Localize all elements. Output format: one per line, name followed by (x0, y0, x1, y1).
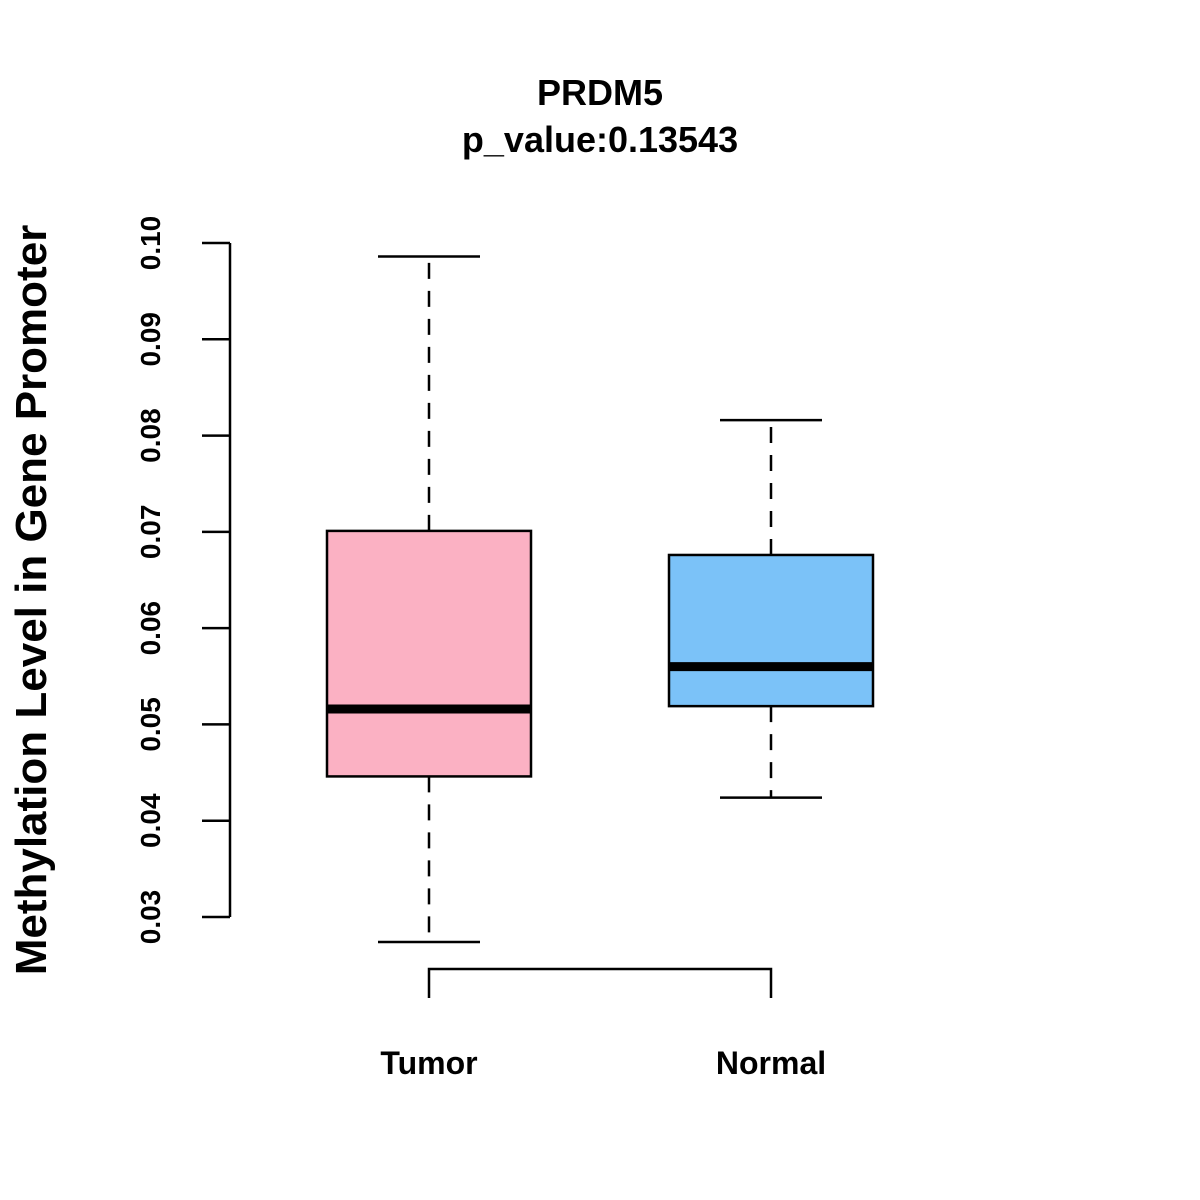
y-tick-label: 0.10 (135, 216, 166, 271)
chart-title: PRDM5 (537, 72, 663, 113)
y-tick-label: 0.07 (135, 505, 166, 560)
comparison-bracket (427, 967, 773, 998)
y-axis-ticks: 0.03 0.04 0.05 0.06 0.07 0.08 0.09 0.10 (135, 216, 230, 945)
y-tick-label: 0.03 (135, 890, 166, 945)
y-tick-label: 0.06 (135, 601, 166, 656)
bracket-line (427, 967, 773, 998)
y-axis-label: Methylation Level in Gene Promoter (7, 225, 56, 976)
box-group (325, 255, 875, 944)
x-category-label: Tumor (380, 1045, 477, 1081)
box-normal (667, 418, 875, 799)
y-tick-label: 0.04 (135, 793, 166, 848)
box-iqr (325, 529, 533, 778)
x-category-label: Normal (716, 1045, 826, 1081)
y-tick-label: 0.05 (135, 697, 166, 752)
box-tumor (325, 255, 533, 944)
box-iqr (667, 553, 875, 708)
chart-subtitle: p_value:0.13543 (462, 119, 738, 160)
x-axis-labels: Tumor Normal (380, 1045, 826, 1081)
y-tick-label: 0.08 (135, 408, 166, 463)
y-tick-label: 0.09 (135, 312, 166, 367)
